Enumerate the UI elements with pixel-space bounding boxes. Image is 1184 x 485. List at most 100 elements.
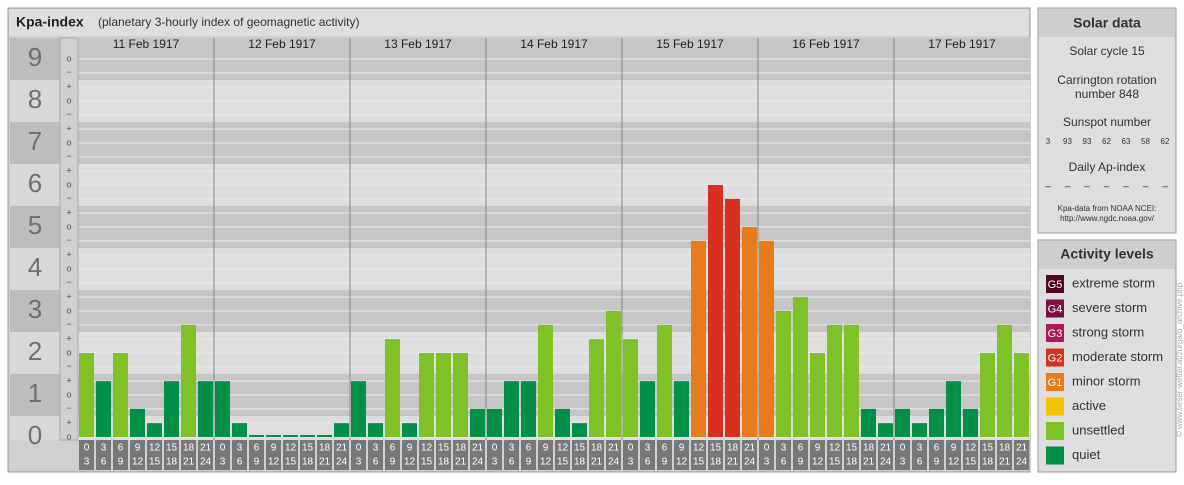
x-tick-box bbox=[198, 440, 213, 470]
x-tick-label: 3 bbox=[628, 457, 634, 468]
x-tick-label: 24 bbox=[608, 457, 620, 468]
sunspot-value: 93 bbox=[1083, 137, 1092, 146]
x-tick-label: 12 bbox=[132, 457, 144, 468]
x-tick-label: 18 bbox=[455, 443, 467, 454]
y-subtick-label: + bbox=[66, 376, 71, 386]
bar bbox=[572, 423, 587, 437]
x-tick-label: 15 bbox=[557, 457, 569, 468]
x-tick-label: 6 bbox=[526, 443, 532, 454]
x-tick-label: 6 bbox=[390, 443, 396, 454]
bar bbox=[606, 311, 621, 437]
x-tick-box bbox=[606, 440, 621, 470]
solar-cycle: Solar cycle 15 bbox=[1069, 44, 1145, 58]
bar bbox=[708, 185, 723, 437]
level-label: moderate storm bbox=[1072, 349, 1163, 364]
day-label: 13 Feb 1917 bbox=[384, 37, 452, 51]
ap-value: – bbox=[1065, 182, 1071, 193]
x-tick-label: 12 bbox=[285, 443, 297, 454]
label-band bbox=[10, 374, 60, 416]
x-tick-box bbox=[317, 440, 332, 470]
x-tick-label: 18 bbox=[727, 443, 739, 454]
bar bbox=[419, 353, 434, 437]
y-subtick-label: o bbox=[66, 431, 71, 441]
x-tick-label: 3 bbox=[764, 457, 770, 468]
activity-title: Activity levels bbox=[1060, 246, 1154, 262]
x-tick-box bbox=[419, 440, 434, 470]
activity-header bbox=[1039, 241, 1175, 269]
watermark: © www.tieser-wetter.at/zurga/o_archive.p… bbox=[1175, 282, 1184, 437]
x-tick-label: 6 bbox=[509, 457, 515, 468]
x-tick-label: 9 bbox=[662, 457, 668, 468]
x-tick-label: 21 bbox=[472, 443, 484, 454]
x-tick-box bbox=[980, 440, 995, 470]
x-tick-label: 15 bbox=[438, 443, 450, 454]
bar bbox=[691, 240, 706, 437]
ap-value: – bbox=[1162, 182, 1168, 193]
bar bbox=[317, 435, 332, 437]
x-tick-label: 18 bbox=[591, 443, 603, 454]
x-tick-box bbox=[470, 440, 485, 470]
sunspot-value: 93 bbox=[1063, 137, 1072, 146]
carrington: Carrington rotation bbox=[1057, 73, 1156, 87]
y-subtick-label: − bbox=[66, 151, 71, 161]
y-subtick-label: o bbox=[66, 305, 71, 315]
solar-header bbox=[1039, 9, 1175, 37]
y-subtick-label: − bbox=[66, 193, 71, 203]
day-label: 14 Feb 1917 bbox=[520, 37, 588, 51]
y-axis-column bbox=[59, 37, 79, 441]
x-tick-label: 21 bbox=[999, 457, 1011, 468]
x-tick-box bbox=[368, 440, 383, 470]
bar bbox=[980, 353, 995, 437]
x-tick-label: 18 bbox=[302, 457, 314, 468]
x-tick-label: 21 bbox=[591, 457, 603, 468]
x-tick-label: 3 bbox=[917, 443, 923, 454]
bar bbox=[844, 324, 859, 437]
bar bbox=[504, 381, 519, 437]
bar bbox=[130, 408, 145, 437]
level-label: unsettled bbox=[1072, 422, 1125, 437]
label-band bbox=[10, 290, 60, 332]
y-subtick-label: − bbox=[66, 403, 71, 413]
x-tick-label: 6 bbox=[662, 443, 668, 454]
level-label: strong storm bbox=[1072, 324, 1144, 339]
bar bbox=[810, 353, 825, 437]
bar bbox=[793, 297, 808, 437]
bar bbox=[266, 435, 281, 437]
bar bbox=[946, 381, 961, 437]
bar bbox=[963, 408, 978, 437]
x-tick-box bbox=[997, 440, 1012, 470]
x-tick-box bbox=[1014, 440, 1029, 470]
level-swatch bbox=[1046, 324, 1064, 342]
x-tick-label: 18 bbox=[438, 457, 450, 468]
x-tick-label: 3 bbox=[101, 443, 107, 454]
x-tick-box bbox=[963, 440, 978, 470]
y-subtick-label: o bbox=[66, 179, 71, 189]
bar bbox=[368, 423, 383, 437]
bar bbox=[453, 353, 468, 437]
x-tick-label: 3 bbox=[237, 443, 243, 454]
bar bbox=[997, 324, 1012, 437]
y-subtick-label: o bbox=[66, 347, 71, 357]
y-subtick-label: − bbox=[66, 109, 71, 119]
x-tick-label: 12 bbox=[948, 457, 960, 468]
x-tick-label: 24 bbox=[336, 457, 348, 468]
sunspot-value: 63 bbox=[1122, 137, 1131, 146]
label-band bbox=[10, 122, 60, 164]
label-band bbox=[10, 38, 60, 80]
y-subtick-label: + bbox=[66, 124, 71, 134]
x-tick-box bbox=[827, 440, 842, 470]
x-tick-box bbox=[674, 440, 689, 470]
x-tick-label: 15 bbox=[693, 457, 705, 468]
source-url: http://www.ngdc.noaa.gov/ bbox=[1060, 214, 1155, 223]
level-swatch bbox=[1046, 348, 1064, 367]
bar bbox=[657, 324, 672, 437]
x-tick-label: 3 bbox=[509, 443, 515, 454]
bar bbox=[878, 423, 893, 437]
x-tick-label: 9 bbox=[271, 443, 277, 454]
level-swatch bbox=[1046, 422, 1064, 440]
x-tick-label: 9 bbox=[390, 457, 396, 468]
x-tick-label: 6 bbox=[798, 443, 804, 454]
x-tick-label: 9 bbox=[526, 457, 532, 468]
x-tick-label: 15 bbox=[302, 443, 314, 454]
